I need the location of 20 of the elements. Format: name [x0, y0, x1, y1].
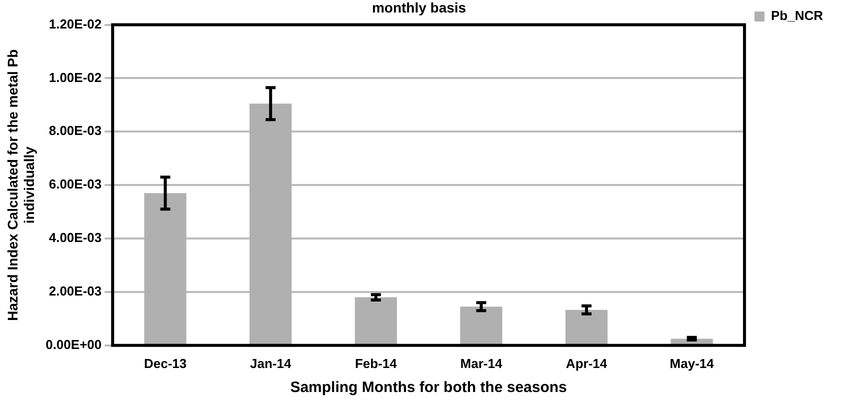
y-tick-label: 0.00E+00 [46, 336, 102, 352]
x-tick-label: Feb-14 [354, 356, 398, 371]
y-tick-label: 1.00E-02 [48, 70, 102, 85]
x-tick-label: Apr-14 [566, 356, 608, 371]
y-tick-label: 4.00E-03 [48, 230, 102, 246]
y-tick-label: 1.20E-02 [48, 16, 102, 32]
y-tick-label: 8.00E-03 [48, 123, 102, 138]
x-tick-label: Dec-13 [144, 356, 187, 371]
x-axis-title: Sampling Months for both the seasons [290, 379, 567, 396]
legend-label: Pb_NCR [770, 8, 824, 24]
bar [565, 310, 608, 344]
bar [354, 297, 397, 344]
y-tick-label: 2.00E-03 [48, 284, 102, 299]
chart-title: monthly basis [372, 0, 466, 16]
bar [460, 306, 502, 344]
y-axis-title: Hazard Index Calculated for the metal Pb individually [4, 49, 38, 321]
x-tick-label: Mar-14 [460, 356, 503, 371]
x-tick-label: Jan-14 [250, 356, 292, 371]
x-tick-label: May-14 [670, 356, 715, 371]
y-tick-label: 6.00E-03 [48, 176, 102, 192]
